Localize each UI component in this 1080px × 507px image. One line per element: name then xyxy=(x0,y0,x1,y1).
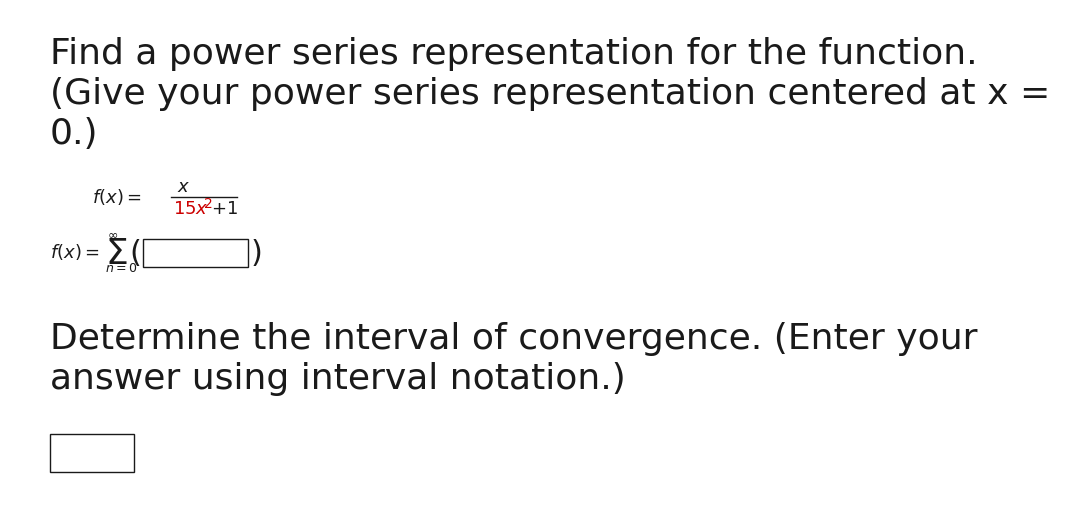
FancyBboxPatch shape xyxy=(50,434,134,472)
FancyBboxPatch shape xyxy=(144,239,247,267)
Text: $f(x) = $: $f(x) = $ xyxy=(93,187,143,207)
Text: Find a power series representation for the function.: Find a power series representation for t… xyxy=(50,37,977,71)
Text: $2$: $2$ xyxy=(203,197,213,211)
Text: 0.): 0.) xyxy=(50,117,98,151)
Text: $15x$: $15x$ xyxy=(173,200,208,218)
Text: $x$: $x$ xyxy=(177,178,190,196)
Text: (Give your power series representation centered at x =: (Give your power series representation c… xyxy=(50,77,1050,111)
Text: Determine the interval of convergence. (Enter your: Determine the interval of convergence. (… xyxy=(50,322,977,356)
Text: $($: $($ xyxy=(129,236,140,268)
Text: $f(x) = $: $f(x) = $ xyxy=(50,242,99,262)
Text: answer using interval notation.): answer using interval notation.) xyxy=(50,362,625,396)
Text: $+ 1$: $+ 1$ xyxy=(211,200,238,218)
Text: $)$: $)$ xyxy=(251,236,261,268)
Text: $n = 0$: $n = 0$ xyxy=(106,263,138,275)
Text: $\Sigma$: $\Sigma$ xyxy=(105,237,127,271)
Text: $\infty$: $\infty$ xyxy=(107,229,118,241)
